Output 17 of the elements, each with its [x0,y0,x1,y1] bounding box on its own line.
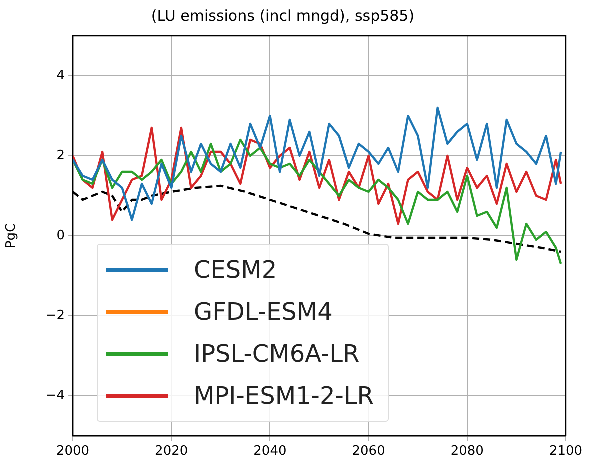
y-axis-title: PgC [4,223,20,249]
y-tick-label: 4 [56,68,65,84]
x-tick-label: 2100 [549,444,583,460]
x-tick-label: 2060 [352,444,386,460]
legend-label: CESM2 [194,256,278,284]
x-tick-label: 2000 [56,444,90,460]
chart-title: (LU emissions (incl mngd), ssp585) [151,6,415,25]
y-tick-label: 0 [56,228,65,244]
legend-label: IPSL-CM6A-LR [194,340,360,368]
y-tick-label: −4 [46,388,65,404]
x-tick-label: 2080 [450,444,484,460]
y-tick-label: 2 [56,148,65,164]
x-tick-label: 2040 [254,444,287,460]
y-tick-label: −2 [46,308,65,324]
legend-label: GFDL-ESM4 [194,298,333,326]
x-tick-label: 2020 [155,444,188,460]
legend-label: MPI-ESM1-2-LR [194,382,374,410]
